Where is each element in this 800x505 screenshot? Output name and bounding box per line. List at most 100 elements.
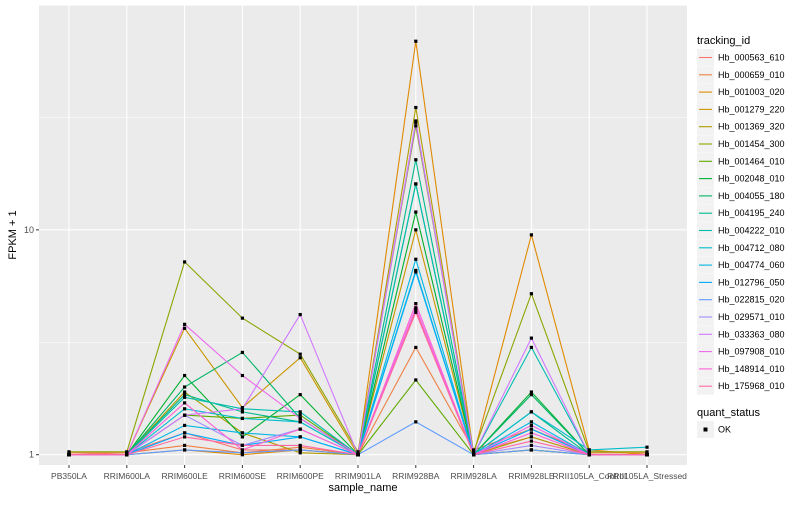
- data-point: [529, 336, 533, 340]
- data-point: [414, 119, 418, 123]
- data-point: [645, 445, 649, 449]
- legend-title: tracking_id: [697, 35, 750, 47]
- data-point: [529, 435, 533, 439]
- data-point: [472, 450, 476, 454]
- plot-panel: [39, 5, 687, 465]
- legend-label: Hb_033363_080: [718, 329, 785, 339]
- data-point: [472, 453, 476, 457]
- data-point: [183, 373, 187, 378]
- legend-label: Hb_000563_610: [718, 53, 785, 63]
- data-point: [414, 345, 418, 350]
- data-point: [414, 39, 418, 43]
- data-point: [125, 450, 129, 454]
- x-tick-label: RRIM600SE: [219, 471, 267, 481]
- data-point: [414, 228, 418, 232]
- data-point: [298, 445, 302, 449]
- legend-label: Hb_097908_010: [718, 347, 785, 357]
- legend: tracking_id quant_status Hb_000563_610 Hb…: [697, 35, 785, 438]
- data-point: [529, 439, 533, 443]
- legend-label: Hb_012796_050: [718, 277, 785, 287]
- legend-label: Hb_001279_220: [718, 104, 785, 114]
- x-tick-label: RRIM600LE: [161, 471, 208, 481]
- data-point: [414, 124, 418, 128]
- data-point: [414, 257, 418, 261]
- data-point: [298, 312, 302, 317]
- data-point: [183, 326, 187, 330]
- x-tick-label: RRIM928LA: [450, 471, 497, 481]
- data-point: [414, 420, 418, 424]
- x-tick-label: RRII105LA_Control: [552, 471, 626, 481]
- data-point: [183, 395, 187, 399]
- data-point: [298, 416, 302, 421]
- data-point: [529, 420, 533, 424]
- data-point: [298, 410, 302, 414]
- legend-label: Hb_022815_020: [718, 295, 785, 305]
- legend-label: Hb_001369_320: [718, 122, 785, 132]
- data-point: [183, 260, 187, 264]
- legend-point-icon: [703, 427, 708, 432]
- data-point: [414, 210, 418, 214]
- data-point: [587, 450, 591, 454]
- data-point: [645, 450, 649, 454]
- data-point: [183, 407, 187, 411]
- legend-label: Hb_004774_060: [718, 260, 785, 270]
- grid: [39, 4, 687, 465]
- data-point: [240, 443, 244, 448]
- legend-label: Hb_004195_240: [718, 208, 785, 218]
- data-point: [529, 233, 533, 237]
- data-point: [240, 350, 244, 355]
- x-tick-label: RRIM928LE: [508, 471, 555, 481]
- data-point: [298, 356, 302, 360]
- data-point: [183, 435, 187, 439]
- data-point: [472, 448, 476, 452]
- data-point: [414, 308, 418, 312]
- data-point: [414, 378, 418, 382]
- data-point: [414, 105, 418, 110]
- data-point: [414, 270, 418, 274]
- x-tick-label: PB350LA: [51, 471, 87, 481]
- data-point: [529, 393, 533, 397]
- data-point: [125, 453, 129, 457]
- legend-label: Hb_004712_080: [718, 243, 785, 253]
- data-point: [183, 431, 187, 435]
- data-point: [298, 393, 302, 397]
- legend-label: Hb_001464_010: [718, 156, 785, 166]
- data-point: [298, 448, 302, 452]
- x-tick-label: RRIM901LA: [335, 471, 382, 481]
- data-point: [240, 431, 244, 435]
- data-point: [240, 316, 244, 320]
- legend-label: OK: [718, 425, 731, 435]
- data-point: [240, 453, 244, 457]
- x-tick-label: RRIM600LA: [104, 471, 151, 481]
- data-point: [183, 448, 187, 452]
- data-point: [356, 450, 360, 454]
- x-axis-label: sample_name: [328, 482, 397, 494]
- x-tick-label: RRIM600PE: [277, 471, 325, 481]
- axes: PB350LA RRIM600LA RRIM600LE RRIM600SE RRIM60…: [24, 225, 687, 481]
- data-point: [645, 453, 649, 457]
- data-point: [414, 158, 418, 162]
- legend-label: Hb_148914_010: [718, 364, 785, 374]
- legend-label: Hb_175968_010: [718, 381, 785, 391]
- data-point: [298, 435, 302, 439]
- data-point: [298, 420, 302, 424]
- data-point: [298, 413, 302, 417]
- data-point: [183, 443, 187, 448]
- legend-label: Hb_029571_010: [718, 312, 785, 322]
- legend-label: Hb_000659_010: [718, 70, 785, 80]
- data-point: [414, 306, 418, 310]
- legend-label: Hb_002048_010: [718, 174, 785, 184]
- y-tick-label: 1: [29, 450, 34, 460]
- legend-quant-status-title: quant_status: [697, 407, 760, 419]
- data-point: [529, 448, 533, 452]
- data-point: [183, 401, 187, 405]
- data-point: [240, 435, 244, 439]
- data-point: [414, 310, 418, 314]
- data-point: [67, 450, 71, 454]
- data-point: [298, 443, 302, 448]
- data-point: [183, 413, 187, 417]
- legend-label: Hb_004222_010: [718, 226, 785, 236]
- x-tick-label: RRIM928BA: [392, 471, 440, 481]
- data-point: [529, 410, 533, 414]
